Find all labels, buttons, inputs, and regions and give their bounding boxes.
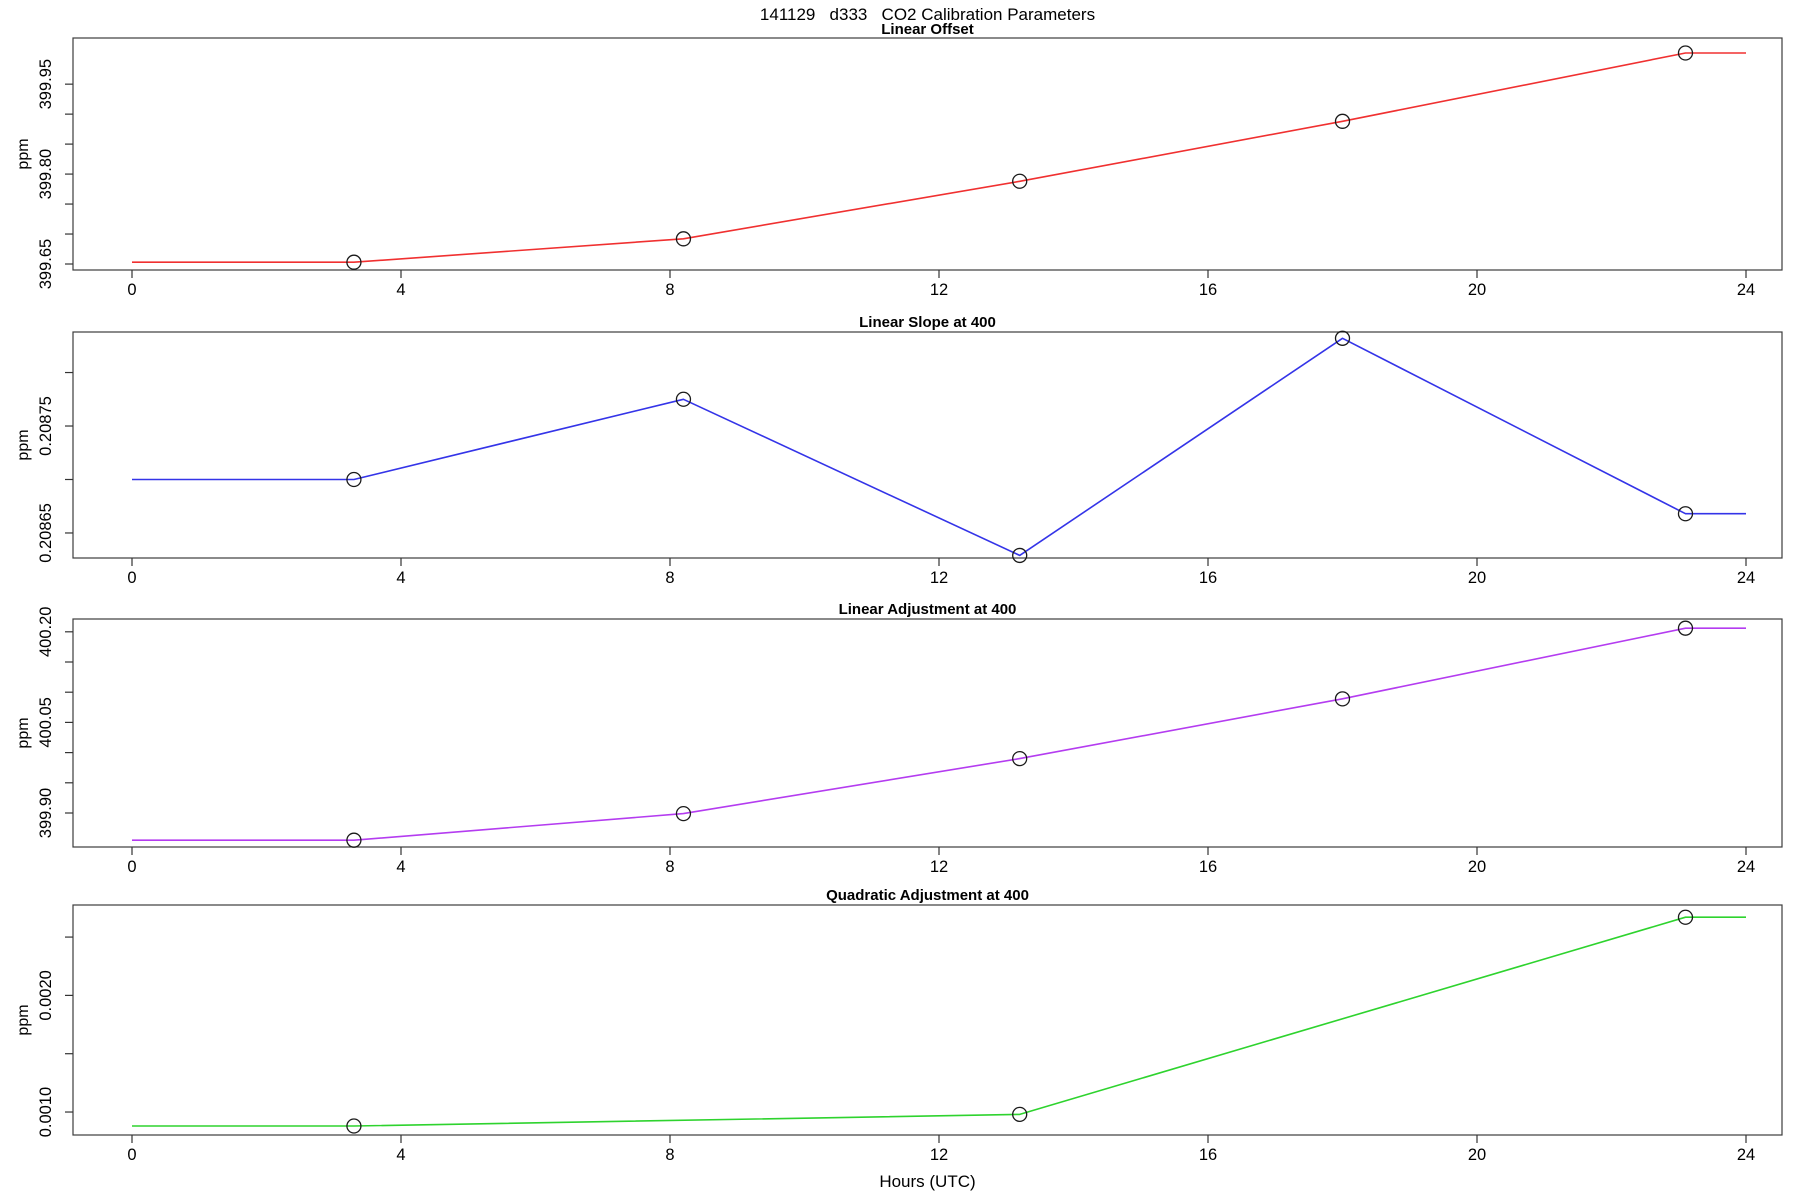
panel-title-linear-adjustment: Linear Adjustment at 400 — [838, 601, 1017, 618]
x-tick-label: 12 — [930, 1146, 948, 1164]
x-tick-label: 12 — [930, 569, 948, 587]
x-tick-label: 8 — [665, 858, 674, 876]
x-tick-label: 16 — [1199, 281, 1217, 299]
x-tick-label: 8 — [665, 569, 674, 587]
data-point — [1677, 620, 1694, 636]
data-point — [1012, 173, 1028, 189]
data-point — [1334, 113, 1351, 129]
panel-title-quadratic-adjustment: Quadratic Adjustment at 400 — [826, 887, 1029, 904]
x-axis: 0 4 8 12 16 20 24 — [127, 1135, 1755, 1164]
data-point — [1012, 750, 1028, 767]
x-tick-label: 16 — [1199, 1146, 1217, 1164]
y-axis: 0.20865 0.20875 — [37, 371, 73, 563]
x-tick-label: 20 — [1468, 1146, 1486, 1164]
data-point — [1012, 1106, 1028, 1123]
x-tick-label: 0 — [127, 1146, 136, 1164]
x-axis-title: Hours (UTC) — [879, 1172, 976, 1191]
figure-title: 141129 d333 CO2 Calibration Parameters — [759, 5, 1096, 24]
data-point — [675, 805, 692, 822]
series-markers — [346, 45, 1694, 270]
data-point — [675, 391, 692, 407]
x-tick-label: 20 — [1468, 569, 1486, 587]
x-tick-label: 24 — [1737, 281, 1755, 299]
x-tick-label: 16 — [1199, 569, 1217, 587]
series-markers — [346, 620, 1694, 848]
data-point — [346, 254, 362, 270]
data-point — [675, 231, 692, 247]
series-line — [132, 337, 1746, 557]
data-point — [346, 832, 362, 848]
x-tick-label: 24 — [1737, 569, 1755, 587]
x-tick-label: 4 — [396, 858, 405, 876]
x-axis: 0 4 8 12 16 20 24 — [127, 847, 1755, 876]
plot-box — [72, 904, 1783, 1136]
plot-box — [72, 618, 1783, 848]
y-tick-label: 400.05 — [37, 697, 55, 747]
x-tick-label: 16 — [1199, 858, 1217, 876]
y-tick-label: 0.20875 — [37, 396, 55, 456]
x-tick-label: 12 — [930, 858, 948, 876]
y-axis-title-panel-1: ppm — [15, 138, 32, 170]
x-tick-label: 4 — [396, 281, 405, 299]
data-point — [1334, 330, 1351, 346]
y-tick-label: 399.95 — [37, 59, 55, 109]
y-axis-title-panel-3: ppm — [15, 717, 32, 749]
series-markers — [346, 909, 1694, 1134]
x-tick-label: 8 — [665, 1146, 674, 1164]
x-tick-label: 8 — [665, 281, 674, 299]
x-tick-label: 20 — [1468, 858, 1486, 876]
data-point — [1677, 506, 1694, 522]
data-point — [1677, 909, 1694, 925]
series-markers — [346, 330, 1694, 564]
y-tick-label: 0.0020 — [37, 970, 55, 1020]
panel-title-linear-offset: Linear Offset — [881, 21, 974, 38]
data-point — [1012, 547, 1028, 564]
x-tick-label: 24 — [1737, 858, 1755, 876]
panel-title-linear-slope: Linear Slope at 400 — [859, 314, 996, 331]
series-line — [132, 627, 1746, 842]
series-line — [132, 52, 1746, 264]
x-axis: 0 4 8 12 16 20 24 — [127, 270, 1755, 299]
x-tick-label: 0 — [127, 569, 136, 587]
y-axis: 399.90 400.05 400.20 — [37, 607, 73, 838]
y-tick-label: 399.65 — [37, 239, 55, 289]
x-tick-label: 20 — [1468, 281, 1486, 299]
series-line — [132, 916, 1746, 1127]
x-axis: 0 4 8 12 16 20 24 — [127, 558, 1755, 587]
data-point — [346, 1118, 362, 1134]
y-axis-title-panel-4: ppm — [15, 1004, 32, 1036]
data-point — [1334, 691, 1351, 707]
plot-box — [72, 37, 1783, 271]
y-tick-label: 399.90 — [37, 788, 55, 838]
x-tick-label: 24 — [1737, 1146, 1755, 1164]
x-tick-label: 0 — [127, 858, 136, 876]
y-tick-label: 0.0010 — [37, 1087, 55, 1137]
y-axis-title-panel-2: ppm — [15, 429, 32, 461]
x-tick-label: 0 — [127, 281, 136, 299]
y-tick-label: 400.20 — [37, 607, 55, 657]
y-tick-label: 399.80 — [37, 149, 55, 199]
x-tick-label: 12 — [930, 281, 948, 299]
data-point — [346, 471, 362, 488]
y-axis: 0.0010 0.0020 — [37, 936, 73, 1137]
data-point — [1677, 45, 1694, 61]
x-tick-label: 4 — [396, 1146, 405, 1164]
x-tick-label: 4 — [396, 569, 405, 587]
plot-box — [72, 331, 1783, 559]
y-tick-label: 0.20865 — [37, 503, 55, 563]
y-axis: 399.65 399.80 399.95 — [37, 59, 73, 289]
